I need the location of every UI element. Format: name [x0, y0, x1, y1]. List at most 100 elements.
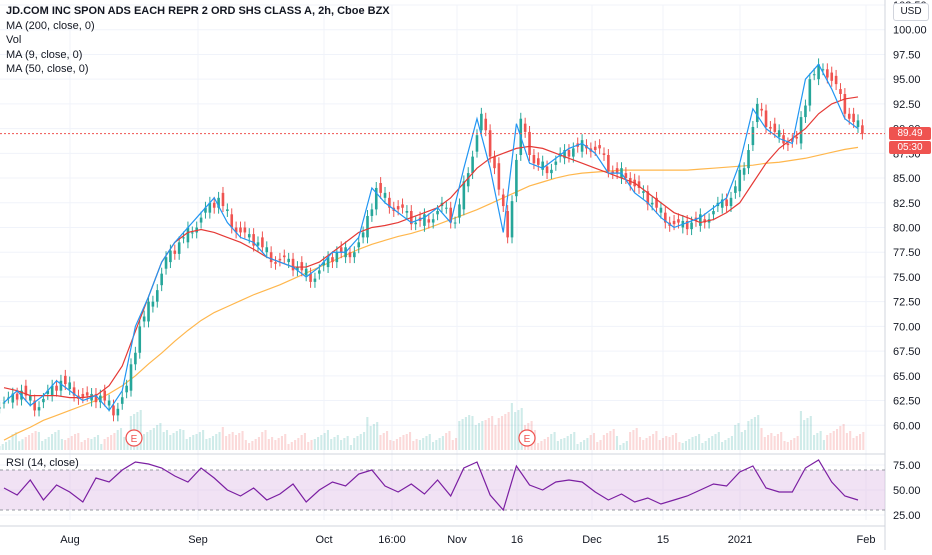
- volume-bar: [576, 444, 579, 450]
- candle-body: [335, 252, 339, 263]
- volume-bar: [402, 435, 405, 450]
- candle-body: [405, 211, 409, 213]
- candle-body: [431, 219, 435, 223]
- y-tick-label: 92.50: [893, 99, 921, 111]
- volume-bar: [225, 436, 228, 450]
- volume-bar: [198, 432, 201, 450]
- volume-bar: [780, 432, 783, 450]
- volume-bar: [389, 440, 392, 450]
- earnings-marker[interactable]: E: [125, 429, 143, 447]
- candle-body: [304, 268, 308, 276]
- candle-body: [847, 113, 851, 119]
- volume-bar: [836, 429, 839, 450]
- candle-body: [804, 105, 807, 118]
- candle-body: [699, 214, 702, 226]
- volume-bar: [500, 416, 504, 450]
- candle-body: [252, 234, 255, 246]
- volume-bar: [560, 439, 563, 450]
- x-tick-label: Sep: [188, 534, 208, 546]
- candle-body: [85, 392, 89, 396]
- candle-body: [103, 390, 107, 401]
- volume-bar: [464, 417, 467, 450]
- volume-bar: [369, 426, 372, 450]
- volume-bar: [819, 431, 822, 450]
- candle-body: [646, 191, 650, 205]
- volume-bar: [829, 433, 832, 450]
- volume-bar: [665, 436, 668, 450]
- volume-bar: [317, 437, 320, 450]
- currency-button[interactable]: USD: [893, 3, 929, 21]
- candle-body: [169, 250, 172, 263]
- legend-ma9[interactable]: MA (9, close, 0): [6, 48, 83, 61]
- volume-bar: [21, 439, 24, 450]
- volume-bar: [583, 440, 586, 450]
- candle-body: [449, 207, 453, 223]
- candle-body: [68, 382, 71, 390]
- candle-body: [226, 209, 229, 212]
- volume-bar: [113, 433, 116, 450]
- candle-body: [313, 278, 317, 282]
- candle-body: [374, 187, 378, 210]
- legend-vol[interactable]: Vol: [6, 34, 22, 46]
- candle-body: [830, 72, 834, 81]
- volume-bar: [57, 430, 60, 450]
- legend-ma200[interactable]: MA (200, close, 0): [6, 19, 95, 32]
- candle-body: [155, 290, 159, 302]
- candle-body: [191, 232, 194, 234]
- volume-bar: [701, 443, 704, 450]
- volume-bar: [487, 418, 490, 450]
- candle-body: [672, 220, 676, 225]
- volume-bar: [691, 437, 694, 450]
- candle-body: [567, 150, 571, 157]
- ma9-layer: [3, 63, 859, 412]
- earnings-marker[interactable]: E: [518, 429, 536, 447]
- rsi-legend[interactable]: RSI (14, close): [6, 457, 79, 469]
- volume-bar: [418, 440, 421, 450]
- volume-bar: [211, 436, 215, 450]
- candle-body: [760, 108, 763, 111]
- volume-bar: [340, 440, 343, 450]
- volume-bar: [773, 436, 776, 450]
- candle-body: [160, 273, 163, 286]
- volume-bar: [326, 430, 329, 450]
- candle-body: [379, 183, 382, 193]
- candle-body: [427, 219, 431, 223]
- volume-bar: [320, 435, 323, 450]
- volume-bar: [602, 435, 605, 450]
- candle-body: [401, 204, 404, 208]
- volume-bars: [0, 403, 865, 450]
- y-tick-label: 60.00: [893, 420, 921, 432]
- y-tick-label: 65.00: [893, 371, 921, 383]
- candle-body: [852, 113, 855, 123]
- candle-body: [572, 148, 575, 157]
- volume-bar: [90, 439, 93, 450]
- candle-body: [462, 181, 466, 210]
- candle-body: [274, 262, 277, 264]
- ma50-layer: [3, 96, 859, 399]
- volume-bar: [704, 441, 707, 450]
- volume-bar: [596, 442, 599, 450]
- candle-body: [615, 168, 619, 174]
- volume-bar: [330, 439, 333, 450]
- volume-bar: [514, 412, 517, 450]
- candle-body: [423, 214, 426, 226]
- candle-body: [650, 202, 654, 205]
- y-tick-label: 85.00: [893, 173, 921, 185]
- legend-ma50[interactable]: MA (50, close, 0): [6, 63, 89, 75]
- ma200-layer: [3, 146, 859, 441]
- symbol-title[interactable]: JD.COM INC SPON ADS EACH REPR 2 ORD SHS …: [6, 5, 390, 17]
- volume-bar: [228, 434, 231, 450]
- candle-body: [493, 156, 496, 169]
- volume-bar: [195, 434, 198, 450]
- volume-bar: [451, 440, 454, 450]
- candle-body: [664, 212, 667, 223]
- volume-bar: [711, 436, 714, 450]
- volume-bar: [251, 441, 254, 450]
- chart-legend: JD.COM INC SPON ADS EACH REPR 2 ORD SHS …: [6, 4, 390, 77]
- volume-bar: [786, 442, 789, 450]
- volume-bar: [635, 428, 638, 450]
- volume-bar: [267, 439, 270, 450]
- volume-bar: [244, 440, 247, 450]
